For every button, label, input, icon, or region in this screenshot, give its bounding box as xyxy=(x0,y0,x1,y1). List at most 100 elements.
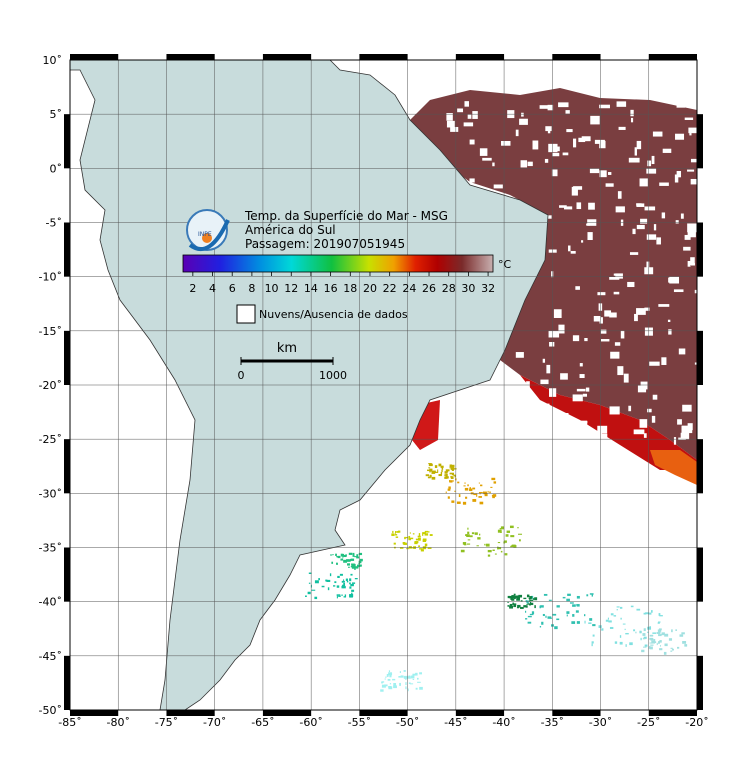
sst-speck xyxy=(419,548,423,550)
sst-speck xyxy=(656,632,661,634)
cloud-gap xyxy=(684,234,691,240)
cloud-gap xyxy=(572,335,580,342)
cloud-gap xyxy=(582,393,588,397)
border-block xyxy=(359,54,408,60)
border-block xyxy=(697,439,703,494)
sst-speck xyxy=(411,675,415,679)
sst-speck xyxy=(619,635,622,638)
sst-speck xyxy=(513,593,516,596)
sst-speck xyxy=(614,641,618,644)
border-block xyxy=(64,655,70,710)
sst-speck xyxy=(616,606,620,608)
sst-speck xyxy=(586,594,589,597)
cloud-gap xyxy=(476,438,481,446)
colorbar-tick-label: 28 xyxy=(442,282,456,295)
cloud-gap xyxy=(450,126,459,132)
border-block xyxy=(64,330,70,385)
colorbar-tick-label: 10 xyxy=(265,282,279,295)
sst-speck xyxy=(417,681,421,683)
sst-speck xyxy=(526,594,530,598)
sst-speck xyxy=(384,678,386,680)
sst-speck xyxy=(343,559,348,563)
cloud-gap xyxy=(552,152,560,157)
sst-speck xyxy=(472,487,476,490)
sst-speck xyxy=(668,638,673,641)
cloud-gap xyxy=(547,128,551,134)
cloud-gap xyxy=(661,357,667,365)
sst-speck xyxy=(510,546,514,548)
cloud-gap xyxy=(553,146,560,152)
cloud-gap xyxy=(507,402,513,410)
sst-speck xyxy=(356,556,360,559)
sst-speck xyxy=(541,621,544,625)
sst-speck xyxy=(458,494,461,498)
lon-tick-label: -65˚ xyxy=(251,716,274,729)
border-block xyxy=(359,710,408,716)
cloud-gap xyxy=(597,425,608,434)
sst-speck xyxy=(447,488,451,491)
cloud-gap xyxy=(600,329,607,334)
sst-speck xyxy=(428,467,431,469)
sst-speck xyxy=(469,487,471,490)
sst-speck xyxy=(342,586,346,589)
sst-speck xyxy=(354,556,359,558)
cloud-gap xyxy=(594,139,605,144)
cloud-gap xyxy=(558,102,569,108)
colorbar-tick-label: 24 xyxy=(402,282,416,295)
sst-speck xyxy=(472,499,477,502)
cloud-gap xyxy=(545,126,552,132)
sst-speck xyxy=(526,604,528,607)
sst-speck xyxy=(321,585,325,588)
sst-speck xyxy=(527,603,529,605)
cloud-gap xyxy=(532,140,539,150)
cloud-gap xyxy=(564,206,573,210)
cloud-gap xyxy=(452,395,461,401)
cloud-gap xyxy=(604,310,612,317)
sst-speck xyxy=(400,675,404,678)
cloud-gap xyxy=(571,186,578,196)
sst-speck xyxy=(465,534,468,537)
sst-speck xyxy=(518,594,523,598)
cloud-gap xyxy=(587,232,593,241)
lat-tick-label: -10˚ xyxy=(39,271,62,284)
sst-speck xyxy=(394,534,398,536)
cloud-gap xyxy=(515,129,519,137)
sst-speck xyxy=(497,546,499,550)
cloud-gap xyxy=(515,352,524,358)
sst-speck xyxy=(311,589,316,591)
cloud-gap xyxy=(633,429,645,435)
cloud-gap xyxy=(634,147,637,156)
cloud-gap xyxy=(556,430,563,434)
sst-speck xyxy=(657,629,662,632)
sst-speck xyxy=(640,631,642,633)
sst-speck xyxy=(659,648,663,651)
sst-speck xyxy=(518,539,521,542)
sst-speck xyxy=(381,681,383,684)
sst-speck xyxy=(562,596,566,599)
lat-tick-label: -50˚ xyxy=(39,704,62,717)
sst-speck xyxy=(412,678,415,680)
lat-tick-label: -35˚ xyxy=(39,542,62,555)
border-block xyxy=(262,54,312,60)
sst-speck xyxy=(431,471,436,474)
sst-speck xyxy=(682,641,687,644)
sst-speck xyxy=(649,646,653,650)
sst-speck xyxy=(479,492,481,495)
sst-speck xyxy=(464,544,467,546)
sst-speck xyxy=(643,612,647,615)
sst-speck xyxy=(462,542,467,545)
sst-speck xyxy=(342,557,344,559)
sst-speck xyxy=(543,593,548,596)
cloud-gap xyxy=(658,304,670,307)
sst-speck xyxy=(643,628,646,632)
sst-speck xyxy=(450,475,452,478)
sst-speck xyxy=(352,552,355,555)
cloud-gap xyxy=(613,291,620,295)
sst-speck xyxy=(484,493,488,497)
cloud-gap xyxy=(565,110,570,114)
sst-speck xyxy=(343,554,347,558)
sst-speck xyxy=(392,678,396,681)
sst-speck xyxy=(517,527,519,529)
border-block xyxy=(648,54,697,60)
cloud-gap xyxy=(543,404,550,409)
